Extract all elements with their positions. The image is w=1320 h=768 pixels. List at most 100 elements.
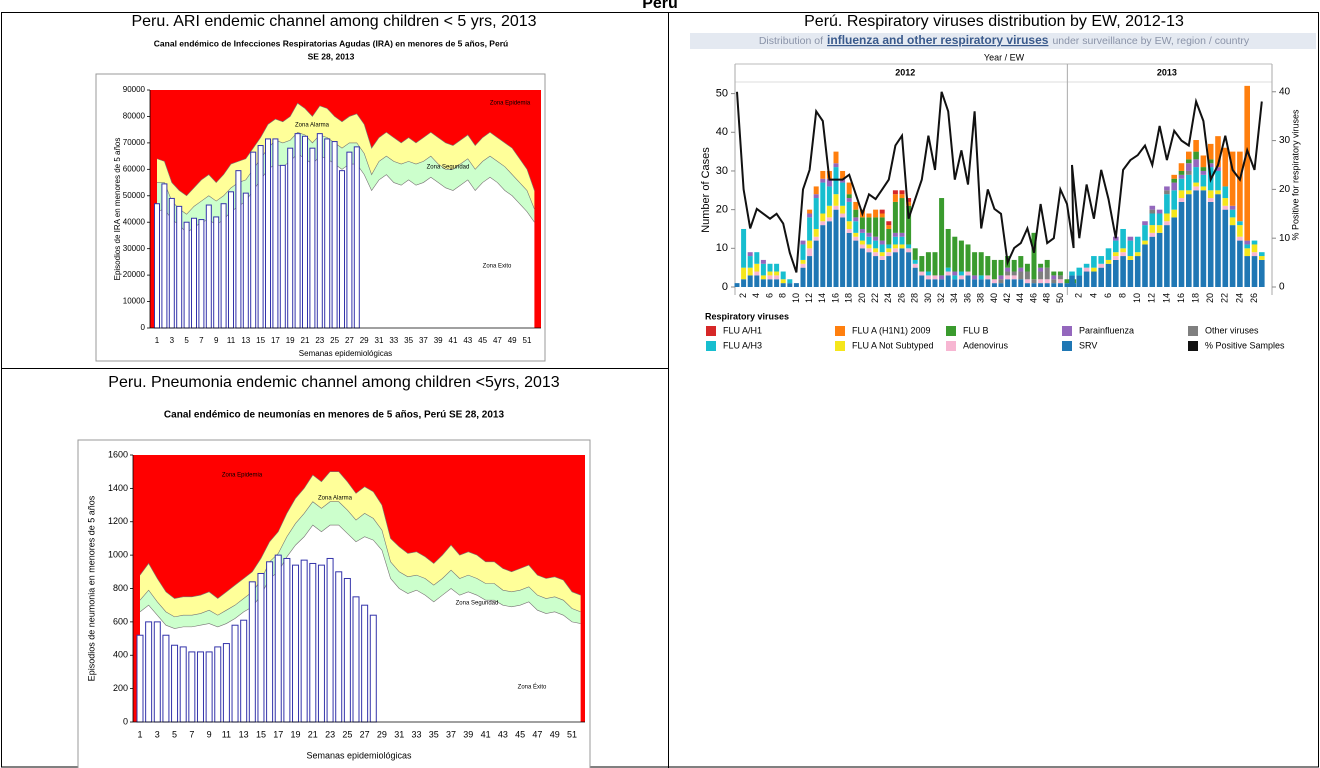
zone-label: Zona Epidemia	[490, 101, 531, 107]
bar-segment	[840, 182, 846, 206]
bar-segment	[1038, 283, 1044, 287]
y2-axis-title: % Positive for respiratory viruses	[1290, 109, 1300, 241]
bar-segment	[873, 252, 879, 257]
legend-swatch	[1062, 341, 1072, 351]
x-tick-label: 49	[508, 336, 517, 345]
legend-swatch	[1188, 326, 1198, 336]
bar-segment	[1127, 259, 1134, 287]
x-tick-label: 36	[962, 293, 972, 303]
y-tick-label: 60000	[123, 164, 146, 173]
legend-label: Other viruses	[1205, 325, 1259, 335]
bar-segment	[820, 170, 826, 179]
bar-segment	[747, 275, 753, 287]
bar-segment	[1207, 143, 1214, 160]
bar-segment	[1207, 159, 1214, 164]
bar-segment	[820, 178, 826, 183]
bar-segment	[1120, 256, 1126, 287]
bar-segment	[1156, 213, 1163, 226]
channel-line	[156, 153, 535, 234]
bar-segment	[873, 240, 879, 249]
bar	[294, 133, 301, 329]
bar	[153, 621, 161, 723]
x-tick-label: 39	[434, 336, 443, 345]
bar-segment	[800, 267, 806, 287]
bar-segment	[760, 275, 766, 280]
bar-segment	[1164, 194, 1170, 214]
bar-segment	[1091, 256, 1097, 268]
y-tick-label: 200	[113, 683, 128, 693]
bar-segment	[1259, 256, 1265, 260]
bar-segment	[919, 256, 925, 272]
bar-segment	[1244, 256, 1250, 287]
bar-segment	[760, 263, 766, 276]
bar	[176, 205, 183, 329]
bar	[222, 643, 230, 723]
bar-segment	[1193, 159, 1199, 168]
bar-segment	[1120, 252, 1126, 257]
bar-segment	[912, 248, 918, 260]
bar-segment	[754, 252, 760, 264]
x-tick-label: 10	[1132, 293, 1142, 303]
x-tick-label: 31	[375, 336, 384, 345]
bar-segment	[1156, 209, 1163, 214]
subtitle-text: Distribution of	[759, 35, 823, 47]
x-tick-label: 20	[1205, 293, 1215, 303]
x-tick-label: 37	[419, 336, 428, 345]
bar-segment	[1207, 198, 1214, 202]
bar	[353, 146, 360, 329]
y-tick-label: 30000	[123, 244, 146, 253]
bar-segment	[846, 221, 852, 229]
bar	[300, 559, 308, 723]
bar-segment	[1024, 279, 1030, 284]
bar-segment	[1207, 201, 1214, 287]
y-axis-title: Episodios de IRA en menores de 5 años	[113, 138, 122, 281]
bar-segment	[793, 283, 799, 287]
bar-segment	[1193, 182, 1199, 187]
bar-segment	[998, 279, 1004, 284]
bar-segment	[1057, 283, 1063, 287]
bar-segment	[1031, 283, 1037, 287]
bar-segment	[1229, 217, 1236, 226]
bar-segment	[774, 279, 780, 287]
x-tick-label: 8	[1117, 293, 1127, 298]
subtitle-link[interactable]: influenza and other respiratory viruses	[827, 33, 1049, 47]
y-axis-title: Number of Cases	[700, 147, 712, 233]
x-tick-label: 30	[923, 293, 933, 303]
bar-segment	[886, 256, 892, 287]
bar-segment	[985, 256, 991, 276]
x-tick-label: 24	[883, 293, 893, 303]
bar-segment	[906, 248, 912, 253]
channel-line	[139, 471, 581, 599]
bar	[309, 562, 317, 723]
bar-segment	[846, 194, 852, 199]
x-tick-label: 26	[896, 293, 906, 303]
x-tick-label: 28	[910, 293, 920, 303]
bar-segment	[1229, 205, 1236, 210]
bar-segment	[886, 225, 892, 229]
bar-segment	[1120, 248, 1126, 253]
bar-segment	[1105, 259, 1112, 264]
x-tick-label: 22	[1220, 293, 1230, 303]
bar-segment	[1038, 263, 1044, 268]
y2-tick-label: 10	[1279, 233, 1291, 244]
bar	[266, 561, 274, 723]
bar-segment	[853, 209, 859, 218]
bar-segment	[1011, 275, 1017, 280]
bar-segment	[879, 244, 885, 253]
legend-label: FLU A (H1N1) 2009	[852, 325, 931, 335]
bar	[274, 554, 282, 723]
x-tick-label: 4	[751, 293, 761, 298]
bar-segment	[1200, 174, 1207, 187]
bar-segment	[853, 217, 859, 222]
bar-segment	[760, 279, 766, 287]
bar-segment	[800, 240, 806, 245]
y-tick-label: 1200	[108, 516, 128, 526]
x-tick-label: 44	[1015, 293, 1025, 303]
bar-segment	[807, 209, 813, 214]
legend-swatch	[946, 341, 956, 351]
legend-swatch	[835, 341, 845, 351]
bar-segment	[873, 256, 879, 287]
x-tick-label: 40	[989, 293, 999, 303]
bar	[136, 634, 144, 723]
